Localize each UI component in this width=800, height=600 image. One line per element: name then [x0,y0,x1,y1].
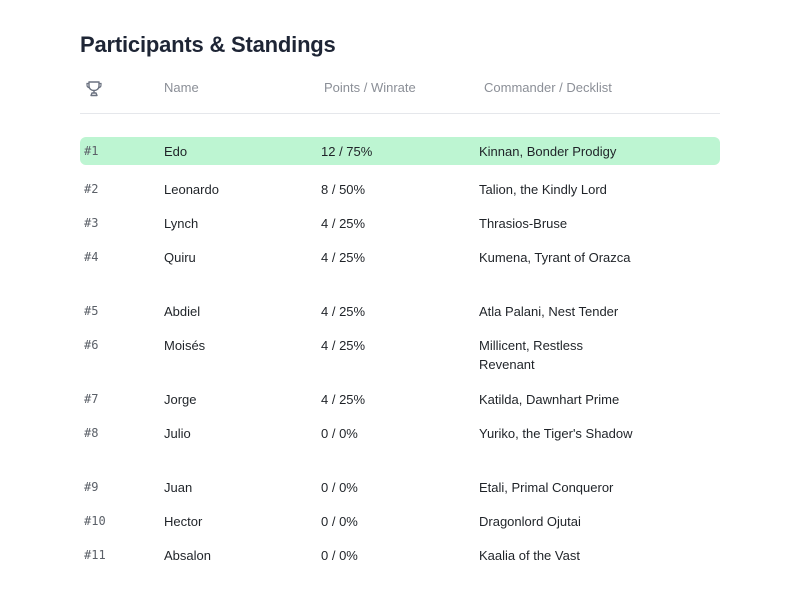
player-name: Absalon [164,548,211,563]
rank-cell: #8 [84,426,99,440]
rank-cell: #4 [84,250,99,264]
commander-decklist: Talion, the Kindly Lord [479,182,607,197]
commander-decklist: Millicent, Restless Revenant [479,338,584,372]
table-row[interactable]: #7 Jorge 4 / 25% Katilda, Dawnhart Prime [80,390,720,410]
commander-decklist: Atla Palani, Nest Tender [479,304,619,319]
table-row[interactable]: #10 Hector 0 / 0% Dragonlord Ojutai [80,512,720,532]
commander-decklist: Thrasios-Bruse [479,216,568,231]
commander-decklist: Kumena, Tyrant of Orazca [479,250,631,265]
rank-cell: #9 [84,480,99,494]
table-row[interactable]: #8 Julio 0 / 0% Yuriko, the Tiger's Shadow [80,424,720,464]
points-winrate: 0 / 0% [321,514,358,529]
header-points[interactable]: Points / Winrate [324,80,416,95]
points-winrate: 12 / 75% [321,144,373,159]
player-name: Edo [164,144,188,159]
points-winrate: 4 / 25% [321,392,366,407]
header-name[interactable]: Name [164,80,199,95]
table-row[interactable]: #1 Edo 12 / 75% Kinnan, Bonder Prodigy [80,137,720,165]
table-row[interactable]: #4 Quiru 4 / 25% Kumena, Tyrant of Orazca [80,248,720,288]
rank-cell: #11 [84,548,106,562]
points-winrate: 4 / 25% [321,216,366,231]
commander-decklist: Etali, Primal Conqueror [479,480,614,495]
commander-decklist: Katilda, Dawnhart Prime [479,392,620,407]
commander-decklist: Kaalia of the Vast [479,548,580,563]
player-name: Hector [164,514,203,529]
commander-decklist: Kinnan, Bonder Prodigy [479,144,617,159]
player-name: Leonardo [164,182,219,197]
player-name: Quiru [164,250,196,265]
rank-cell: #6 [84,338,99,352]
rank-cell: #2 [84,182,99,196]
table-row[interactable]: #5 Abdiel 4 / 25% Atla Palani, Nest Tender [80,302,720,322]
table-row[interactable]: #3 Lynch 4 / 25% Thrasios-Bruse [80,214,720,234]
trophy-icon [86,81,102,97]
table-row[interactable]: #2 Leonardo 8 / 50% Talion, the Kindly Lord [80,180,720,200]
player-name: Lynch [164,216,199,231]
player-name: Abdiel [164,304,201,319]
table-row[interactable]: #6 Moisés 4 / 25% Millicent, Restless Reven… [80,336,720,376]
rank-cell: #10 [84,514,106,528]
points-winrate: 4 / 25% [321,304,366,319]
points-winrate: 0 / 0% [321,426,358,441]
page-title: Participants & Standings [80,32,336,57]
player-name: Juan [164,480,193,495]
player-name: Moisés [164,338,206,353]
points-winrate: 0 / 0% [321,480,358,495]
commander-decklist: Yuriko, the Tiger's Shadow [479,426,633,441]
rank-cell: #3 [84,216,99,230]
table-row[interactable]: #11 Absalon 0 / 0% Kaalia of the Vast [80,546,720,566]
rank-cell: #7 [84,392,99,406]
rank-cell: #5 [84,304,99,318]
rank-cell: #1 [84,144,99,158]
table-row[interactable]: #9 Juan 0 / 0% Etali, Primal Conqueror [80,478,720,498]
table-header: Name Points / Winrate Commander / Deckli… [80,76,720,114]
points-winrate: 4 / 25% [321,338,366,353]
points-winrate: 0 / 0% [321,548,358,563]
player-name: Julio [164,426,191,441]
commander-decklist: Dragonlord Ojutai [479,514,581,529]
header-commander[interactable]: Commander / Decklist [484,80,612,95]
points-winrate: 8 / 50% [321,182,366,197]
points-winrate: 4 / 25% [321,250,366,265]
player-name: Jorge [164,392,197,407]
